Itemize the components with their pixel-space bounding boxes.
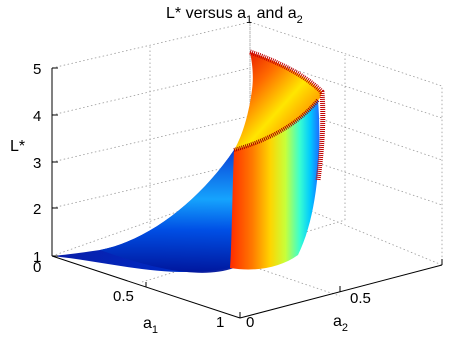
x-axis-label: a1 — [143, 315, 158, 336]
x-tick-0: 0 — [33, 259, 41, 276]
z-tick-4: 4 — [33, 108, 41, 125]
y-tick-labels: 0 0.5 — [246, 290, 371, 331]
z-tick-labels: 1 2 3 4 5 — [33, 61, 41, 266]
y-axis-label-sub: 2 — [342, 322, 348, 334]
z-tick-1: 1 — [33, 249, 41, 266]
x-tick-labels: 0 0.5 1 — [33, 259, 224, 331]
y-tick-0.5: 0.5 — [350, 290, 371, 307]
z-tick-5: 5 — [33, 61, 41, 78]
title-sub1: 1 — [246, 14, 252, 26]
z-axis-label: L* — [10, 138, 25, 155]
z-tick-3: 3 — [33, 155, 41, 172]
y-axis-label: a2 — [333, 313, 348, 334]
surface-top — [234, 52, 322, 150]
y-tick-0: 0 — [246, 314, 254, 331]
surface — [52, 49, 326, 273]
surface-rim — [249, 49, 326, 181]
surface-band — [230, 100, 320, 270]
axes — [51, 67, 443, 319]
x-axis-label-sub: 1 — [152, 324, 158, 336]
title-sub2: 2 — [297, 14, 303, 26]
surface-front-face — [100, 150, 234, 273]
x-tick-1: 1 — [216, 314, 224, 331]
y-axis-line — [239, 264, 443, 319]
z-tick-2: 2 — [33, 201, 41, 218]
chart-title: L* versus a1 and a2 — [166, 5, 303, 26]
x-tick-0.5: 0.5 — [113, 288, 134, 305]
